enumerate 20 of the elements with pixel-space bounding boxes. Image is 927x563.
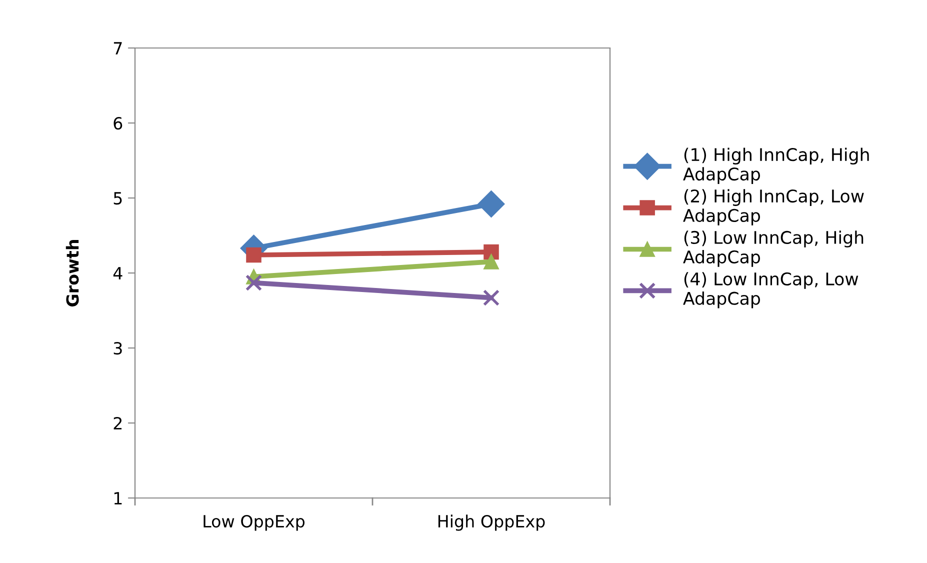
legend-label: (1) High InnCap, High AdapCap — [683, 148, 869, 184]
y-tick-label: 2 — [114, 416, 122, 430]
y-tick-label: 1 — [114, 492, 122, 504]
point — [478, 190, 505, 218]
y-tick-label: 7 — [114, 42, 122, 54]
y-tick-label: 6 — [114, 116, 122, 130]
point — [245, 274, 262, 292]
y-tick-label: 3 — [114, 342, 122, 355]
x-tick-label: Low OppExp — [204, 514, 305, 531]
point — [482, 289, 500, 306]
point — [246, 247, 262, 263]
y-tick-label: 4 — [113, 267, 122, 280]
y-tick-label: 5 — [114, 192, 122, 205]
legend-label: (4) Low InnCap, Low AdapCap — [683, 272, 858, 308]
point — [484, 254, 499, 270]
point — [484, 244, 499, 260]
x-tick-label: High OppExp — [438, 514, 545, 531]
y-axis-title: Growth — [66, 240, 79, 306]
legend-label: (2) High InnCap, Low AdapCap — [683, 189, 864, 226]
legend-label: (3) Low InnCap, High AdapCap — [683, 230, 864, 267]
